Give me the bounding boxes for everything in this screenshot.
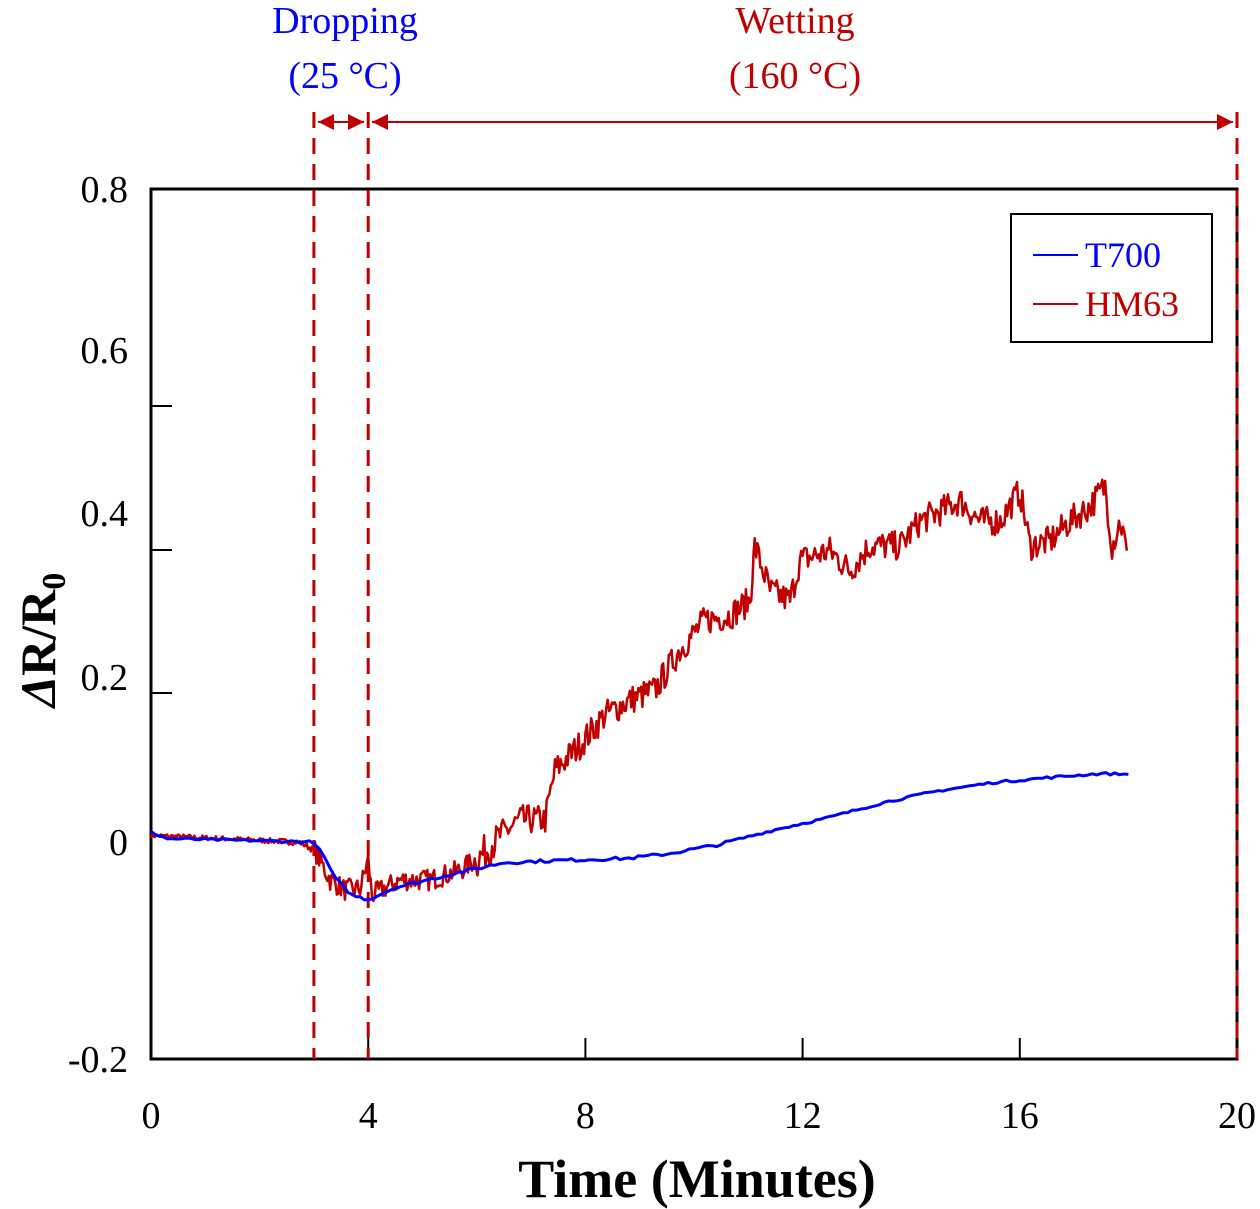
legend-label-hm63: HM63 [1085,284,1179,324]
plot-frame [149,187,1239,1061]
y-axis-title: ΔR/R0 [10,573,73,709]
x-tick-label: 0 [142,1095,161,1137]
y-tick-label: 0.4 [81,493,129,535]
x-tick-label: 8 [576,1095,595,1137]
legend-label-t700: T700 [1085,235,1161,275]
y-tick-label: 0.8 [81,169,129,211]
y-axis-title-main: R/R [10,589,66,676]
x-tick-label: 12 [784,1095,822,1137]
y-tick-label: 0 [109,822,128,864]
legend: T700 HM63 [1010,213,1213,343]
y-axis-title-sub: 0 [36,573,73,590]
series-line-hm63 [149,478,1129,903]
x-tick-label: 20 [1218,1095,1256,1137]
svg-text:ΔR/R0: ΔR/R0 [10,573,73,709]
dropping-label: Dropping [272,0,418,42]
x-tick-label: 16 [1001,1095,1039,1137]
y-tick-label: 0.2 [81,657,129,699]
y-tick-label: 0.6 [81,330,129,372]
series-line-t700 [150,771,1129,902]
x-axis-title: Time (Minutes) [518,1149,875,1209]
x-tick-label: 4 [359,1095,378,1137]
legend-box [1010,213,1213,343]
dropping-temp-label: (25 °C) [288,55,401,97]
wetting-label: Wetting [735,0,854,42]
y-tick-label: -0.2 [68,1039,128,1081]
wetting-temp-label: (160 °C) [729,55,861,97]
y-axis-title-delta: Δ [10,676,66,709]
